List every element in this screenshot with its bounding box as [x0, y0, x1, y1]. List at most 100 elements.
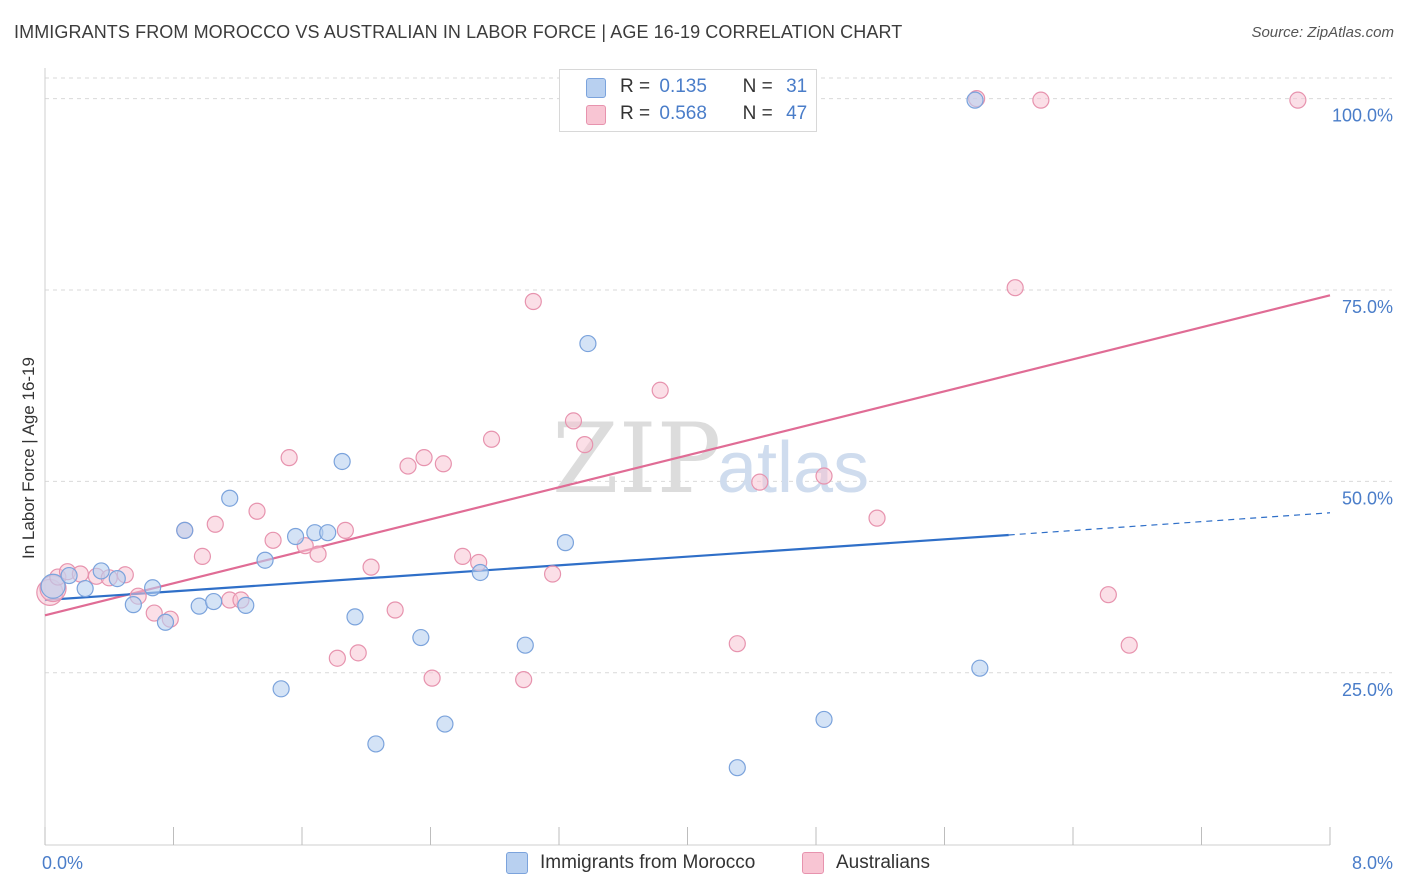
- bottom-legend-label-australians: Australians: [836, 852, 930, 873]
- australians-point: [1120, 636, 1138, 654]
- morocco-point: [76, 579, 94, 598]
- australians-point: [651, 381, 669, 399]
- y-tick-label: 100.0%: [1332, 106, 1393, 126]
- bottom-legend-label-morocco: Immigrants from Morocco: [540, 852, 756, 873]
- legend-r-value: 0.568: [659, 103, 707, 124]
- australians-point: [543, 565, 562, 583]
- morocco-point: [966, 91, 984, 109]
- australians-point: [1099, 586, 1117, 604]
- legend-n-value: 47: [786, 103, 808, 124]
- morocco-point: [412, 628, 430, 647]
- australians-point: [564, 412, 583, 430]
- legend-swatch-blue: [586, 78, 606, 98]
- axes: [44, 68, 1331, 846]
- australians-point: [328, 649, 346, 667]
- morocco-point: [367, 735, 385, 753]
- australians-point: [868, 509, 886, 527]
- australians-point: [454, 547, 472, 566]
- bottom-legend-australians: Australians: [802, 852, 930, 874]
- morocco-point: [205, 592, 223, 611]
- legend-swatch-pink: [586, 105, 606, 125]
- source-label: Source: ZipAtlas.com: [1251, 24, 1394, 41]
- morocco-point: [156, 613, 175, 631]
- morocco-point: [40, 573, 66, 599]
- morocco-point: [190, 597, 208, 615]
- morocco-point: [256, 551, 274, 569]
- y-tick-label: 25.0%: [1342, 680, 1393, 700]
- legend: R = 0.135 N = 31 R = 0.568 N = 47: [559, 69, 817, 132]
- morocco-trend-extension: [1008, 512, 1331, 536]
- trend-lines: [44, 294, 1331, 617]
- australians-point: [336, 521, 354, 539]
- morocco-point: [124, 596, 142, 614]
- australians-trend-line: [44, 294, 1331, 617]
- morocco-point: [108, 569, 126, 588]
- bottom-legend-swatch-blue: [506, 852, 528, 874]
- australians-point: [576, 436, 594, 454]
- morocco-point: [237, 596, 255, 614]
- legend-r-label: R =: [620, 76, 651, 97]
- morocco-point: [815, 710, 833, 729]
- australians-point: [206, 515, 224, 533]
- morocco-point: [333, 452, 351, 471]
- morocco-point: [176, 521, 194, 539]
- bottom-legend: Immigrants from Morocco Australians: [0, 852, 1406, 878]
- y-tick-label: 50.0%: [1342, 488, 1393, 508]
- morocco-point: [272, 680, 290, 698]
- morocco-point: [319, 524, 337, 542]
- y-axis-title: In Labor Force | Age 16-19: [19, 357, 38, 559]
- australians-point: [193, 547, 212, 566]
- bottom-legend-swatch-pink: [802, 852, 824, 874]
- gridlines: [45, 77, 1392, 674]
- australians-point: [423, 669, 441, 687]
- bottom-legend-morocco: Immigrants from Morocco: [506, 852, 755, 874]
- australians-point: [399, 457, 417, 475]
- morocco-point: [556, 534, 575, 552]
- australians-point: [280, 449, 298, 467]
- australians-point: [386, 601, 404, 619]
- morocco-point: [471, 563, 489, 582]
- morocco-point: [728, 759, 746, 777]
- legend-n-label: N =: [742, 76, 773, 97]
- australians-point: [145, 604, 163, 622]
- australians-point: [815, 467, 833, 485]
- australians-point: [309, 545, 327, 563]
- chart-title: IMMIGRANTS FROM MOROCCO VS AUSTRALIAN IN…: [14, 22, 903, 42]
- x-tick-label: 0.0%: [42, 853, 83, 873]
- morocco-point: [92, 562, 110, 580]
- australians-point: [1032, 91, 1050, 109]
- australians-point: [515, 671, 533, 689]
- morocco-points: [40, 91, 989, 777]
- morocco-point: [60, 566, 78, 585]
- morocco-point: [516, 636, 534, 654]
- morocco-point: [436, 715, 454, 733]
- australians-point: [362, 558, 380, 576]
- australians-point: [434, 455, 452, 473]
- morocco-point: [971, 659, 989, 677]
- morocco-point: [579, 334, 597, 353]
- australians-point: [524, 292, 542, 311]
- watermark-atlas: atlas: [717, 428, 869, 508]
- australians-point: [415, 449, 433, 467]
- legend-n-label: N =: [742, 103, 773, 124]
- watermark: ZIP atlas: [552, 403, 869, 515]
- australians-point: [1289, 91, 1307, 109]
- y-tick-label: 75.0%: [1342, 297, 1393, 317]
- australians-point: [728, 635, 746, 653]
- australians-point: [248, 502, 266, 520]
- axis-labels: 25.0% 50.0% 75.0% 100.0% 0.0% 8.0%: [42, 106, 1393, 873]
- australians-point: [482, 430, 501, 448]
- australians-point: [1006, 279, 1024, 297]
- australians-point: [349, 644, 367, 662]
- morocco-point: [286, 527, 305, 546]
- australians-point: [264, 531, 282, 549]
- australians-points: [36, 90, 1307, 689]
- morocco-trend-line: [44, 533, 1009, 602]
- morocco-point: [144, 579, 162, 597]
- morocco-point: [221, 489, 239, 507]
- legend-r-label: R =: [620, 103, 651, 124]
- australians-point: [751, 473, 769, 491]
- x-tick-label: 8.0%: [1352, 853, 1393, 873]
- morocco-point: [346, 608, 364, 626]
